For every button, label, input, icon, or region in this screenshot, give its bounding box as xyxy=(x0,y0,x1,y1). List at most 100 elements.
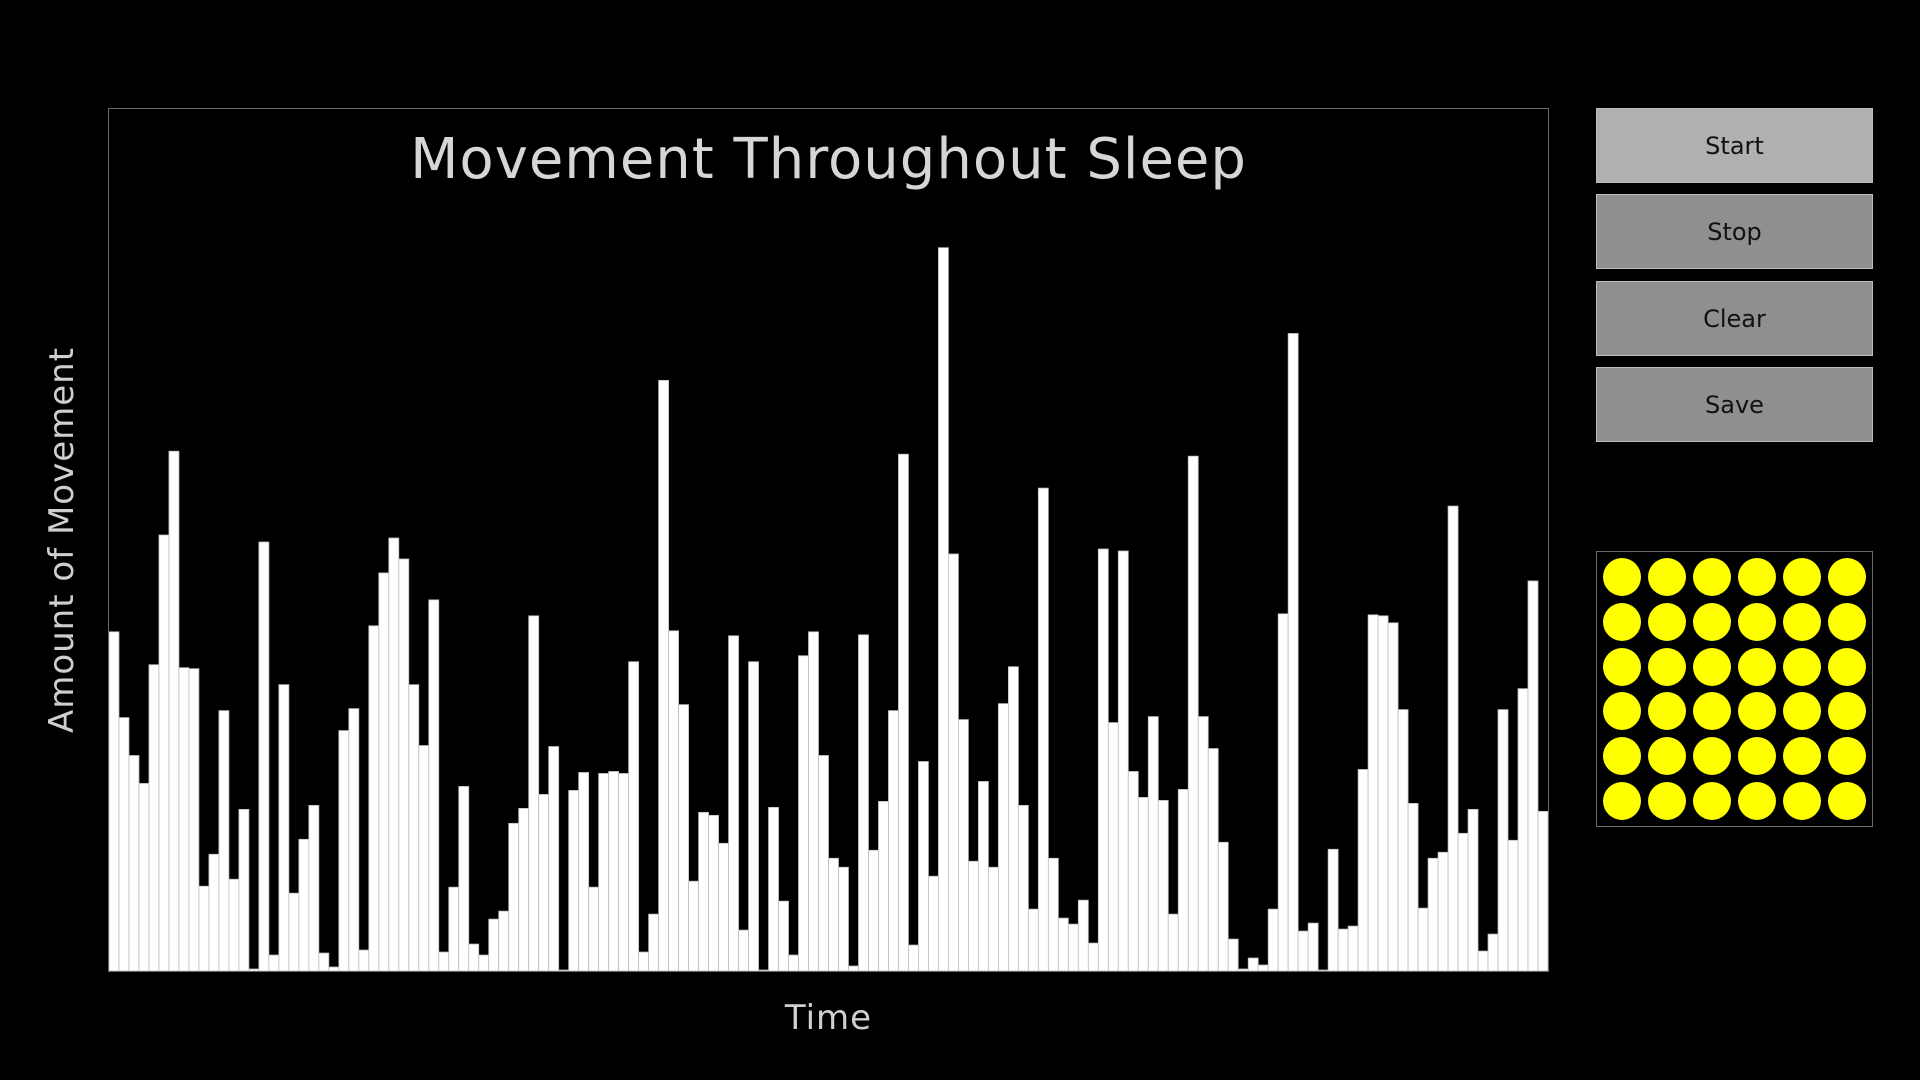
led-indicator xyxy=(1603,647,1642,686)
led-indicator xyxy=(1737,647,1776,686)
bar xyxy=(1427,857,1439,971)
bar xyxy=(428,599,440,971)
bar xyxy=(1487,933,1499,971)
bar xyxy=(1407,802,1419,971)
bar xyxy=(1197,716,1209,971)
bar xyxy=(1467,808,1479,971)
bar-chart-svg xyxy=(109,247,1548,971)
bar xyxy=(978,781,989,971)
bar xyxy=(358,949,370,971)
bar xyxy=(448,886,460,971)
bar xyxy=(738,929,749,971)
bar xyxy=(278,684,290,971)
bar xyxy=(1177,789,1189,971)
led-indicator xyxy=(1827,558,1866,597)
bar xyxy=(1027,908,1039,971)
led-indicator xyxy=(1737,602,1776,641)
bar xyxy=(718,842,729,971)
bar xyxy=(997,703,1009,971)
bar xyxy=(408,684,420,971)
bar xyxy=(808,631,819,971)
bar xyxy=(898,453,909,971)
bar xyxy=(158,534,170,971)
movement-chart: Movement Throughout Sleep xyxy=(108,108,1549,972)
start-button[interactable]: Start xyxy=(1596,108,1873,183)
clear-button[interactable]: Clear xyxy=(1596,281,1873,356)
bar xyxy=(1387,622,1399,971)
bar xyxy=(1067,923,1079,971)
bar xyxy=(118,717,130,971)
led-indicator xyxy=(1693,736,1732,775)
bar xyxy=(1327,848,1339,971)
save-button[interactable]: Save xyxy=(1596,367,1873,442)
led-indicator xyxy=(1648,602,1687,641)
bar xyxy=(928,875,939,971)
led-indicator xyxy=(1827,692,1866,731)
bar xyxy=(1377,615,1389,971)
led-indicator xyxy=(1648,647,1687,686)
bar xyxy=(678,704,689,971)
bar xyxy=(1397,709,1409,971)
led-indicator xyxy=(1693,781,1732,820)
bar xyxy=(198,885,210,971)
bar xyxy=(818,755,829,971)
bar xyxy=(1267,908,1279,971)
bar xyxy=(168,450,180,971)
bar xyxy=(528,615,540,971)
bar xyxy=(748,661,759,971)
led-indicator xyxy=(1737,736,1776,775)
led-indicator xyxy=(1737,781,1776,820)
bar xyxy=(208,853,220,971)
led-indicator xyxy=(1782,558,1821,597)
bar xyxy=(628,661,640,971)
bar xyxy=(1077,899,1089,971)
bar xyxy=(618,773,630,971)
bar xyxy=(948,553,959,971)
bar xyxy=(1217,841,1229,971)
bar xyxy=(1317,969,1329,971)
led-indicator xyxy=(1603,736,1642,775)
bar xyxy=(1517,688,1529,971)
bar xyxy=(1417,907,1429,971)
bar xyxy=(1167,913,1179,971)
bar xyxy=(1157,800,1169,971)
bar xyxy=(488,918,500,971)
bar xyxy=(1127,771,1139,971)
bar xyxy=(658,379,670,971)
bar xyxy=(568,790,580,971)
bar xyxy=(518,807,530,971)
led-indicator xyxy=(1603,602,1642,641)
led-indicator xyxy=(1737,692,1776,731)
bar xyxy=(878,800,889,971)
led-indicator xyxy=(1603,781,1642,820)
bar xyxy=(538,794,550,971)
led-matrix xyxy=(1596,551,1873,827)
bar xyxy=(1367,614,1379,971)
bar xyxy=(508,822,520,971)
bar xyxy=(438,951,450,971)
bar xyxy=(288,892,300,971)
bar xyxy=(668,630,679,971)
y-axis-label: Amount of Movement xyxy=(42,346,82,734)
bar xyxy=(268,954,280,971)
bar xyxy=(398,558,410,971)
bar xyxy=(1457,832,1469,971)
bar xyxy=(868,849,879,971)
bar xyxy=(238,808,250,971)
bar xyxy=(1477,950,1489,971)
stop-button[interactable]: Stop xyxy=(1596,194,1873,269)
bar xyxy=(908,944,919,971)
bar xyxy=(328,966,340,971)
bar xyxy=(1037,487,1049,971)
led-indicator xyxy=(1737,558,1776,597)
bar xyxy=(1337,928,1349,971)
led-indicator xyxy=(1827,781,1866,820)
bar xyxy=(588,886,600,971)
bar xyxy=(958,719,969,971)
bar xyxy=(858,634,869,971)
bar xyxy=(1537,810,1548,971)
bar xyxy=(938,247,949,971)
bar xyxy=(1497,709,1509,971)
bar xyxy=(838,866,849,971)
bar xyxy=(788,954,799,971)
